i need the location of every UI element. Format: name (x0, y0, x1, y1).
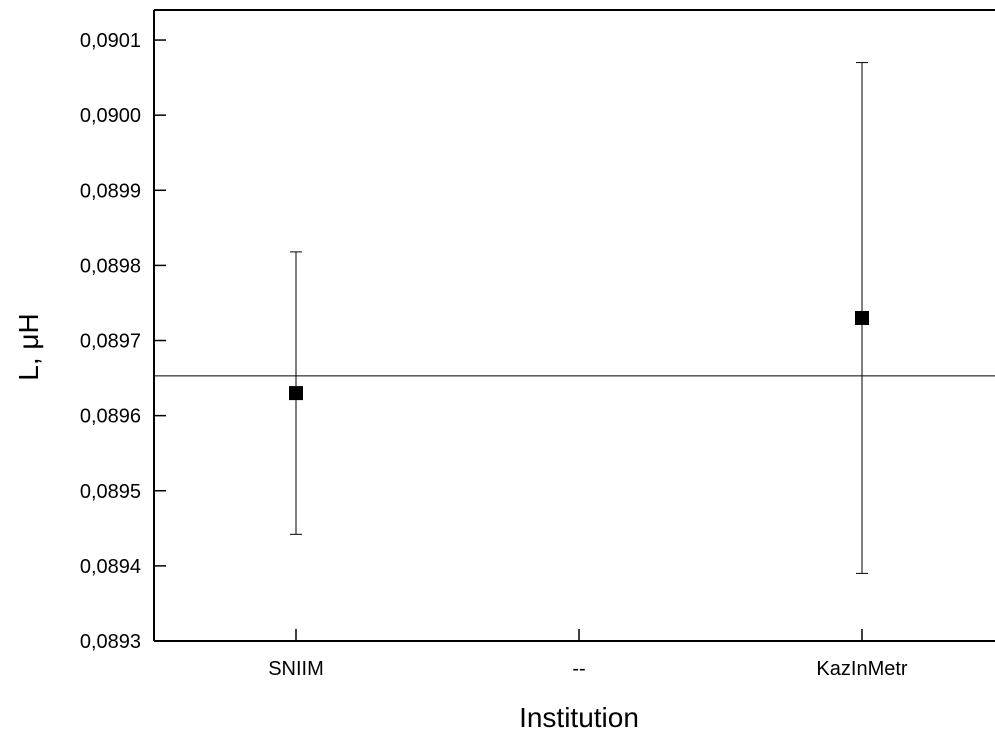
y-tick-label: 0,0894 (80, 556, 141, 578)
y-tick-label: 0,0901 (80, 30, 141, 52)
x-axis: SNIIM -- KazInMetr (268, 629, 908, 680)
y-axis: 0,0893 0,0894 0,0895 0,0896 0,0897 0,0898 0,08… (80, 30, 166, 653)
x-tick-label: KazInMetr (816, 658, 907, 680)
y-tick-label: 0,0897 (80, 331, 141, 353)
x-tick-label: -- (572, 658, 585, 680)
y-tick-label: 0,0898 (80, 255, 141, 277)
x-axis-title: Institution (519, 702, 639, 733)
y-tick-label: 0,0896 (80, 406, 141, 428)
y-tick-label: 0,0893 (80, 631, 141, 653)
y-tick-label: 0,0900 (80, 105, 141, 127)
y-tick-label: 0,0899 (80, 180, 141, 202)
x-tick-label: SNIIM (268, 658, 324, 680)
plot-frame (153, 9, 995, 642)
data-marks (289, 62, 869, 574)
y-axis-title: L, μH (13, 313, 44, 380)
data-point-marker (289, 386, 303, 401)
y-tick-label: 0,0895 (80, 481, 141, 503)
data-point-marker (855, 310, 869, 325)
